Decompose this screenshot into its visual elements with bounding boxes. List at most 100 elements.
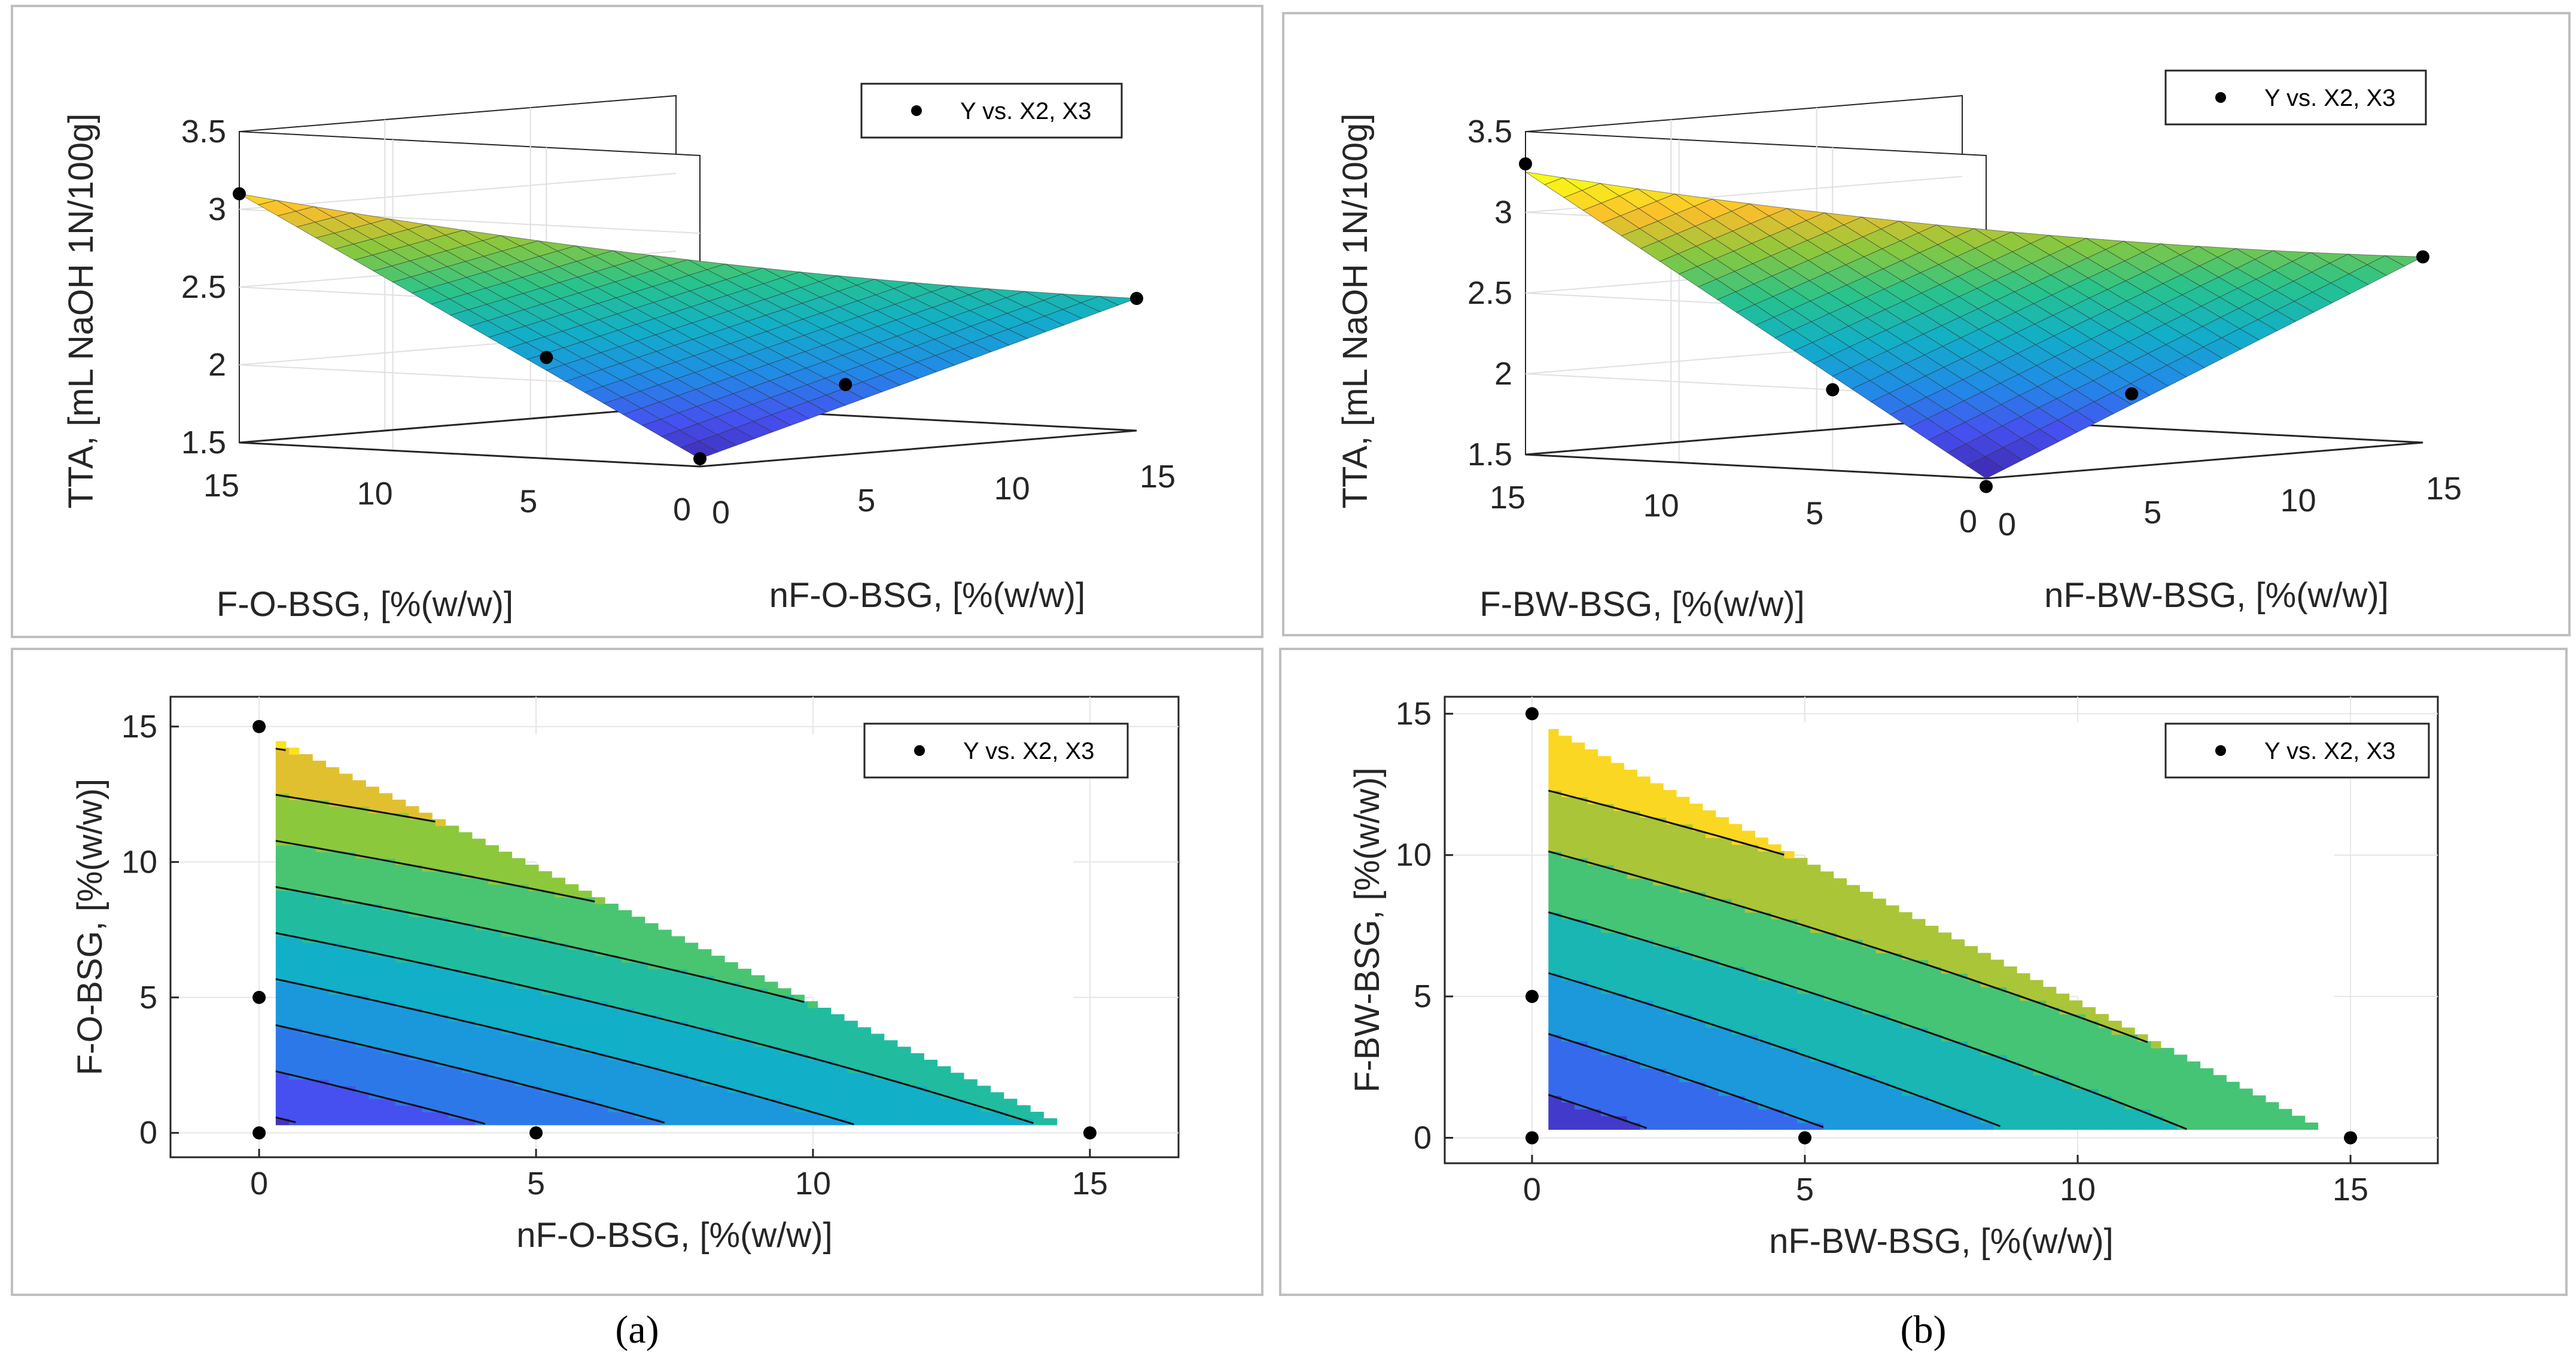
a-contour-contour-cell (461, 897, 476, 904)
a-contour-contour-cell (395, 943, 409, 950)
b-contour-contour-cell (1666, 851, 1680, 859)
a-contour-contour-cell (834, 1079, 848, 1087)
a-contour-contour-cell (302, 929, 316, 937)
b-contour-contour-cell (1967, 1088, 1981, 1096)
a-contour-contour-cell (289, 1085, 303, 1093)
b-contour-contour-cell (1679, 925, 1693, 934)
b-contour-contour-cell (1575, 1007, 1588, 1015)
b-contour-contour-cell (2046, 1068, 2060, 1076)
a-contour-contour-cell (461, 975, 476, 983)
b-contour-contour-cell (1862, 1068, 1877, 1076)
b-contour-contour-cell (1797, 1122, 1811, 1130)
a-contour-contour-cell (940, 1111, 954, 1119)
a-contour-contour-cell (475, 949, 489, 956)
b-contour-contour-cell (1548, 1102, 1562, 1110)
b-contour-contour-cell (1640, 1034, 1654, 1042)
a-contour-contour-cell (768, 1059, 782, 1067)
b-contour-contour-cell (2098, 1048, 2112, 1056)
b-contour-contour-cell (1666, 892, 1680, 899)
b-contour-contour-cell (1744, 946, 1759, 954)
b-contour-contour-cell (1744, 898, 1759, 906)
b-contour-contour-cell (1862, 1020, 1877, 1028)
a-contour-contour-cell (382, 949, 396, 956)
a-contour-contour-cell (435, 1027, 449, 1035)
b-contour-contour-cell (1823, 946, 1837, 954)
a-contour-contour-cell (448, 943, 462, 950)
b-contour-contour-cell (1640, 1102, 1654, 1110)
a-surface-data-point-1 (540, 350, 553, 364)
b-contour-contour-cell (1627, 1048, 1641, 1056)
a-contour-contour-cell (448, 910, 462, 917)
a-contour-contour-cell (409, 864, 423, 872)
b-contour-contour-cell (1731, 871, 1746, 879)
b-contour-contour-cell (1627, 797, 1641, 804)
a-contour-contour-cell (475, 858, 489, 865)
a-contour-contour-cell (701, 1040, 715, 1047)
b-contour-contour-cell (1823, 939, 1837, 947)
b-contour-contour-cell (1640, 980, 1654, 987)
a-contour-contour-cell (501, 923, 516, 931)
b-contour-contour-cell (2098, 1109, 2112, 1117)
b-contour-contour-cell (1666, 790, 1677, 798)
a-contour-contour-cell (302, 995, 316, 1002)
a-contour-contour-cell (555, 1014, 569, 1021)
b-contour-contour-cell (1587, 1081, 1601, 1089)
b-contour-contour-cell (1600, 1014, 1615, 1021)
a-contour-contour-cell (541, 1001, 556, 1008)
a-contour-contour-cell (395, 877, 409, 885)
b-contour-contour-cell (1836, 953, 1850, 960)
a-contour-contour-cell (661, 1105, 675, 1112)
a-contour-contour-cell (275, 1111, 290, 1119)
a-contour-contour-cell (328, 1027, 343, 1035)
a-contour-contour-cell (488, 845, 499, 852)
b-contour-contour-cell (1875, 1068, 1890, 1076)
a-contour-contour-cell (768, 1099, 782, 1106)
b-contour-contour-cell (1718, 1109, 1732, 1117)
b-contour-contour-cell (1575, 1088, 1588, 1096)
a-contour-contour-cell (488, 988, 503, 996)
a-contour-contour-cell (475, 1111, 489, 1119)
a-contour-contour-cell (302, 1099, 316, 1106)
a-contour-contour-cell (595, 1014, 609, 1021)
b-contour-contour-cell (1967, 1122, 1981, 1130)
a-contour-contour-cell (422, 1014, 436, 1021)
b-contour-contour-cell (2255, 1109, 2270, 1117)
b-contour-contour-cell (2072, 1075, 2086, 1082)
a-contour-ytick-1: 5 (139, 980, 157, 1016)
b-contour-contour-cell (2216, 1115, 2230, 1123)
b-contour-contour-cell (1744, 1048, 1759, 1056)
a-contour-contour-cell (568, 891, 582, 898)
b-contour-contour-cell (1718, 925, 1732, 934)
b-contour-contour-cell (2059, 1102, 2073, 1110)
b-contour-contour-cell (1613, 987, 1628, 995)
b-contour-contour-cell (1744, 1041, 1759, 1048)
b-contour-contour-cell (1784, 959, 1798, 967)
b-contour-contour-cell (1640, 1088, 1654, 1096)
b-contour-contour-cell (1600, 1054, 1615, 1062)
a-contour-contour-cell (382, 995, 396, 1002)
b-contour-contour-cell (1928, 1000, 1942, 1008)
a-contour-contour-cell (807, 1027, 821, 1035)
a-contour-contour-cell (514, 1085, 529, 1093)
a-contour-contour-cell (448, 1066, 462, 1074)
a-contour-contour-cell (409, 956, 423, 963)
a-contour-contour-cell (820, 1105, 835, 1112)
a-contour-contour-cell (422, 995, 436, 1002)
a-contour-contour-cell (302, 1001, 316, 1008)
a-contour-contour-cell (595, 975, 609, 983)
b-contour-contour-cell (1758, 1075, 1772, 1082)
b-contour-contour-cell (1902, 912, 1913, 920)
b-contour-contour-cell (1875, 973, 1890, 981)
b-contour-contour-cell (2098, 1081, 2112, 1089)
a-contour-contour-cell (820, 1118, 835, 1126)
a-contour-contour-cell (860, 1053, 875, 1060)
a-contour-contour-cell (674, 1053, 689, 1060)
b-contour-contour-cell (1797, 1109, 1811, 1117)
b-contour-contour-cell (1967, 1014, 1981, 1021)
a-contour-contour-cell (555, 884, 569, 892)
b-contour-contour-cell (2033, 1034, 2047, 1042)
b-contour-contour-cell (2020, 1041, 2034, 1048)
a-contour-contour-cell (687, 1118, 702, 1126)
a-contour-contour-cell (648, 988, 662, 996)
